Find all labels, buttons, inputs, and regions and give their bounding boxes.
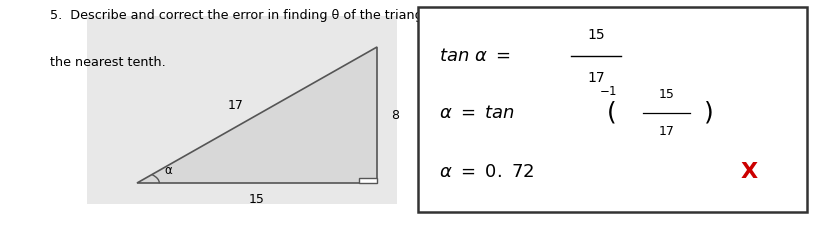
Text: 17: 17 <box>657 125 674 138</box>
Text: 17: 17 <box>586 70 605 85</box>
Text: $-1$: $-1$ <box>598 85 616 98</box>
Text: X: X <box>740 161 757 182</box>
Text: 15: 15 <box>586 28 605 42</box>
Text: $\mathit{tan}\ \alpha\ =$: $\mathit{tan}\ \alpha\ =$ <box>438 47 510 65</box>
Text: 15: 15 <box>657 87 674 101</box>
Text: 15: 15 <box>248 193 265 206</box>
Text: 5.  Describe and correct the error in finding θ of the triangle below. Round you: 5. Describe and correct the error in fin… <box>50 9 623 22</box>
Text: α: α <box>164 164 172 177</box>
Text: $\alpha\ =\ 0.\ 72$: $\alpha\ =\ 0.\ 72$ <box>438 163 533 180</box>
Text: 8: 8 <box>390 109 399 122</box>
Text: $\alpha\ =\ \mathit{tan}$: $\alpha\ =\ \mathit{tan}$ <box>438 104 514 122</box>
Polygon shape <box>358 178 376 183</box>
Bar <box>418 7 806 212</box>
Polygon shape <box>136 47 376 183</box>
Text: ): ) <box>703 101 713 125</box>
Text: (: ( <box>606 101 616 125</box>
Text: 17: 17 <box>227 99 244 112</box>
FancyBboxPatch shape <box>87 16 397 204</box>
Text: the nearest tenth.: the nearest tenth. <box>50 56 165 69</box>
